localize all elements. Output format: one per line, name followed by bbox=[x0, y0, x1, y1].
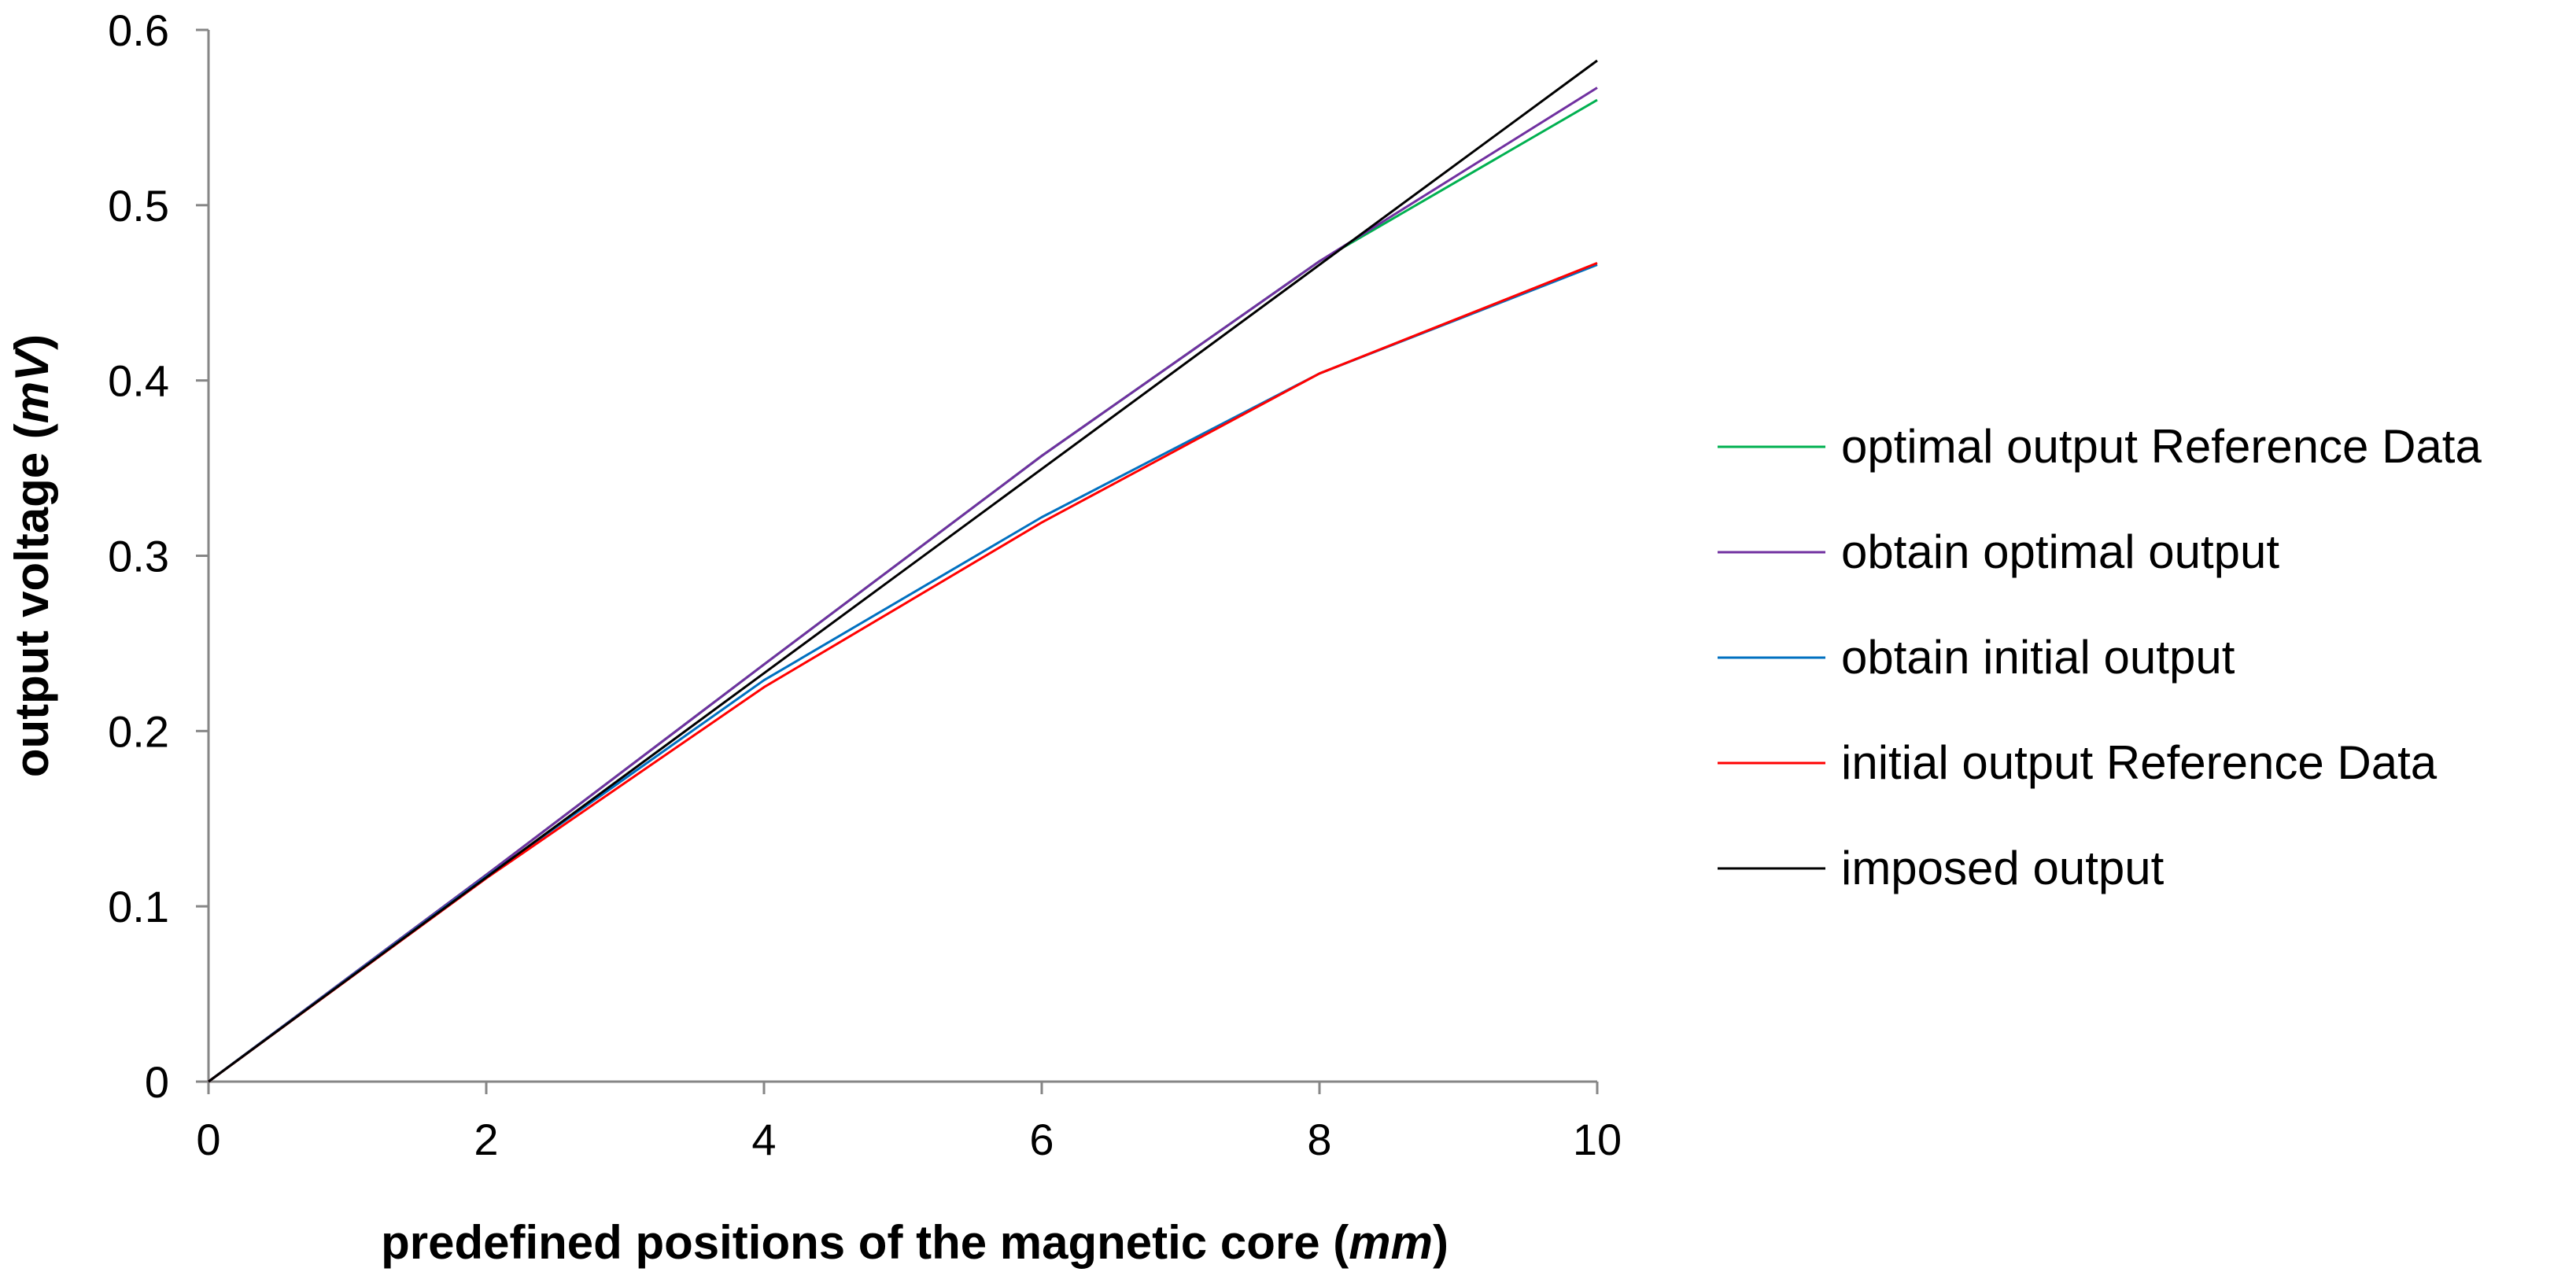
y-tick-label: 0.6 bbox=[108, 6, 169, 55]
x-axis-title: predefined positions of the magnetic cor… bbox=[381, 1216, 1449, 1269]
y-axis-title-prefix: output voltage ( bbox=[6, 423, 58, 777]
series-line-3 bbox=[208, 264, 1598, 1083]
legend-item: optimal output Reference Data bbox=[1718, 420, 2482, 473]
x-axis-title-unit: mm bbox=[1349, 1216, 1433, 1269]
y-tick-label: 0.3 bbox=[108, 532, 169, 581]
legend-item: imposed output bbox=[1718, 842, 2165, 894]
legend-label: obtain optimal output bbox=[1841, 525, 2279, 578]
y-tick-label: 0 bbox=[145, 1057, 169, 1107]
legend: optimal output Reference Data obtain opti… bbox=[1718, 420, 2482, 894]
series-line-5 bbox=[208, 59, 1598, 1083]
y-ticks: 0 0.1 0.2 0.3 0.4 0.5 0.6 bbox=[108, 6, 209, 1107]
x-tick-label: 10 bbox=[1573, 1115, 1622, 1164]
x-tick-label: 6 bbox=[1029, 1115, 1054, 1164]
x-axis-title-prefix: predefined positions of the magnetic cor… bbox=[381, 1216, 1349, 1269]
y-tick-label: 0.5 bbox=[108, 181, 169, 230]
x-ticks: 0 2 4 6 8 10 bbox=[196, 1082, 1622, 1164]
series-line-4 bbox=[208, 262, 1598, 1083]
series-line-2 bbox=[208, 87, 1598, 1083]
y-axis-title: output voltage (mV) bbox=[6, 334, 58, 777]
legend-label: imposed output bbox=[1841, 842, 2165, 894]
x-tick-label: 4 bbox=[751, 1115, 776, 1164]
legend-item: obtain initial output bbox=[1718, 631, 2235, 684]
legend-label: initial output Reference Data bbox=[1841, 736, 2438, 789]
legend-item: initial output Reference Data bbox=[1718, 736, 2438, 789]
axes: 0 0.1 0.2 0.3 0.4 0.5 0.6 0 2 4 6 8 10 bbox=[108, 6, 1622, 1164]
legend-label: obtain initial output bbox=[1841, 631, 2235, 684]
x-tick-label: 8 bbox=[1307, 1115, 1331, 1164]
y-tick-label: 0.1 bbox=[108, 882, 169, 931]
x-axis-title-suffix: ) bbox=[1433, 1216, 1449, 1269]
legend-item: obtain optimal output bbox=[1718, 525, 2279, 578]
series-line-1 bbox=[208, 98, 1598, 1083]
y-tick-label: 0.4 bbox=[108, 356, 169, 406]
y-axis-title-suffix: ) bbox=[6, 334, 58, 350]
y-axis-title-unit: mV bbox=[6, 346, 58, 423]
x-tick-label: 0 bbox=[196, 1115, 220, 1164]
series-lines bbox=[208, 59, 1598, 1083]
y-tick-label: 0.2 bbox=[108, 706, 169, 756]
x-tick-label: 2 bbox=[474, 1115, 498, 1164]
legend-label: optimal output Reference Data bbox=[1841, 420, 2482, 473]
